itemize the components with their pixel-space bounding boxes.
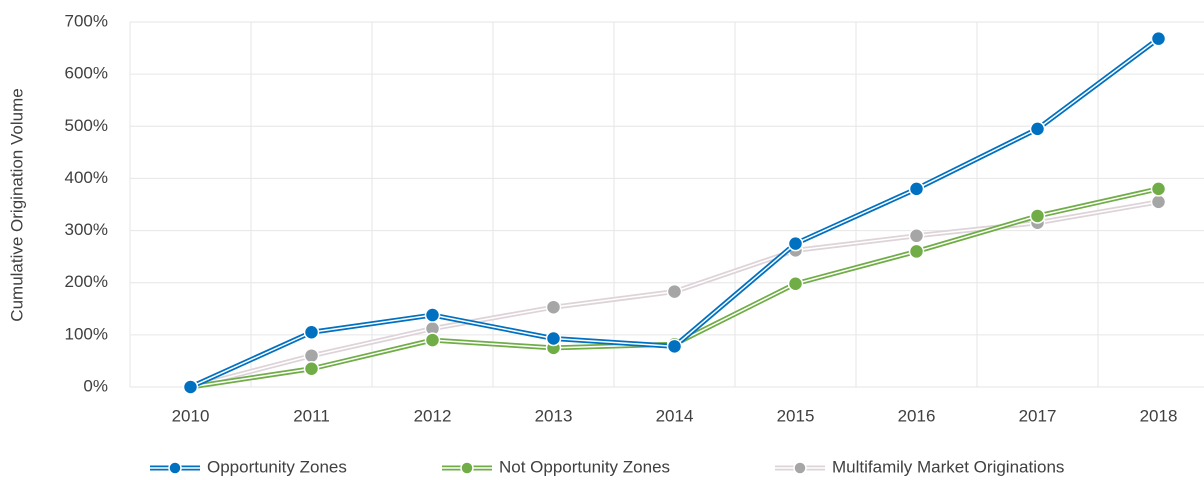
legend-marker (460, 461, 474, 475)
point (908, 243, 925, 260)
y-tick-label: 500% (65, 116, 108, 135)
point (424, 332, 441, 348)
point (1150, 30, 1167, 47)
point (303, 347, 320, 364)
legend-label: Multifamily Market Originations (832, 457, 1064, 476)
legend-marker (168, 461, 182, 475)
x-tick-label: 2013 (535, 406, 573, 425)
point (545, 330, 562, 347)
point (1029, 208, 1046, 224)
point (424, 307, 441, 323)
x-tick-label: 2017 (1019, 406, 1057, 425)
point (666, 283, 683, 300)
x-tick-label: 2016 (898, 406, 936, 425)
point (908, 228, 925, 244)
legend-label: Not Opportunity Zones (499, 457, 670, 476)
point (787, 276, 804, 292)
point (1029, 121, 1046, 137)
legend-label: Opportunity Zones (207, 457, 347, 476)
x-tick-label: 2011 (293, 406, 330, 425)
x-tick-label: 2018 (1140, 406, 1178, 425)
x-tick-label: 2015 (777, 406, 815, 425)
y-tick-label: 700% (65, 11, 108, 30)
point (303, 324, 320, 340)
y-tick-label: 0% (83, 376, 108, 395)
point (787, 235, 804, 252)
point (1150, 194, 1167, 210)
y-tick-label: 200% (65, 272, 108, 291)
x-tick-label: 2012 (414, 406, 452, 425)
x-tick-label: 2014 (656, 406, 694, 425)
y-tick-label: 300% (65, 220, 108, 239)
point (182, 379, 199, 395)
y-tick-label: 100% (65, 324, 108, 343)
y-tick-label: 600% (65, 64, 108, 83)
point (545, 299, 562, 315)
x-tick-label: 2010 (172, 406, 210, 425)
point (1150, 181, 1167, 197)
point (666, 338, 683, 355)
point (303, 361, 320, 377)
y-tick-label: 400% (65, 168, 108, 187)
y-axis-title: Cumulative Origination Volume (7, 88, 26, 321)
point (908, 181, 925, 197)
legend-marker (793, 461, 807, 475)
